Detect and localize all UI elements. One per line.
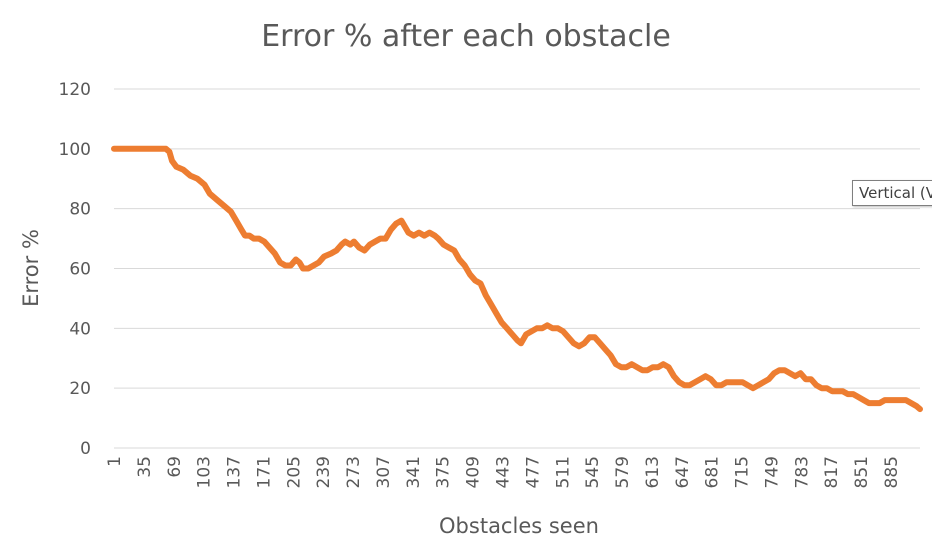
x-tick-label: 137 (225, 456, 245, 488)
y-tick-label: 60 (69, 260, 91, 280)
x-tick-label: 103 (195, 456, 215, 488)
x-tick-label: 273 (344, 456, 364, 488)
x-tick-label: 579 (613, 456, 633, 488)
y-tick-label: 20 (69, 379, 91, 399)
x-tick-label: 409 (464, 456, 484, 488)
y-tick-label: 40 (69, 319, 91, 339)
x-tick-label: 1 (105, 456, 125, 467)
x-tick-label: 851 (852, 456, 872, 488)
x-tick-label: 205 (284, 456, 304, 488)
x-tick-label: 783 (792, 456, 812, 488)
x-tick-label: 375 (434, 456, 454, 488)
x-axis-title: Obstacles seen (439, 514, 599, 538)
x-tick-label: 817 (822, 456, 842, 488)
y-tick-label: 100 (59, 140, 91, 160)
x-tick-label: 511 (553, 456, 573, 488)
x-tick-label: 613 (643, 456, 663, 488)
x-tick-label: 681 (703, 456, 723, 488)
x-tick-label: 307 (374, 456, 394, 488)
y-tick-label: 120 (59, 80, 91, 100)
x-tick-label: 69 (165, 456, 185, 478)
y-axis-title: Error % (19, 229, 43, 307)
x-tick-label: 749 (762, 456, 782, 488)
series-line (111, 145, 923, 413)
x-tick-label: 885 (882, 456, 902, 488)
y-axis-ticks: 0 20 40 60 80 100 120 (59, 80, 91, 459)
chart-title: Error % after each obstacle (261, 19, 671, 54)
series-tooltip: Vertical (V (852, 180, 932, 206)
x-tick-label: 171 (254, 456, 274, 488)
x-tick-label: 545 (583, 456, 603, 488)
y-tick-label: 80 (69, 200, 91, 220)
x-axis-ticks: 1 35 69 103 137 171 205 239 273 307 341 375 409 443 47… (105, 456, 902, 488)
x-tick-label: 477 (523, 456, 543, 488)
y-tick-label: 0 (80, 439, 91, 459)
x-tick-label: 341 (404, 456, 424, 488)
x-tick-label: 443 (493, 456, 513, 488)
x-tick-label: 647 (673, 456, 693, 488)
x-tick-label: 715 (733, 456, 753, 488)
gridlines (114, 88, 920, 449)
x-tick-label: 239 (314, 456, 334, 488)
x-tick-label: 35 (135, 456, 155, 478)
